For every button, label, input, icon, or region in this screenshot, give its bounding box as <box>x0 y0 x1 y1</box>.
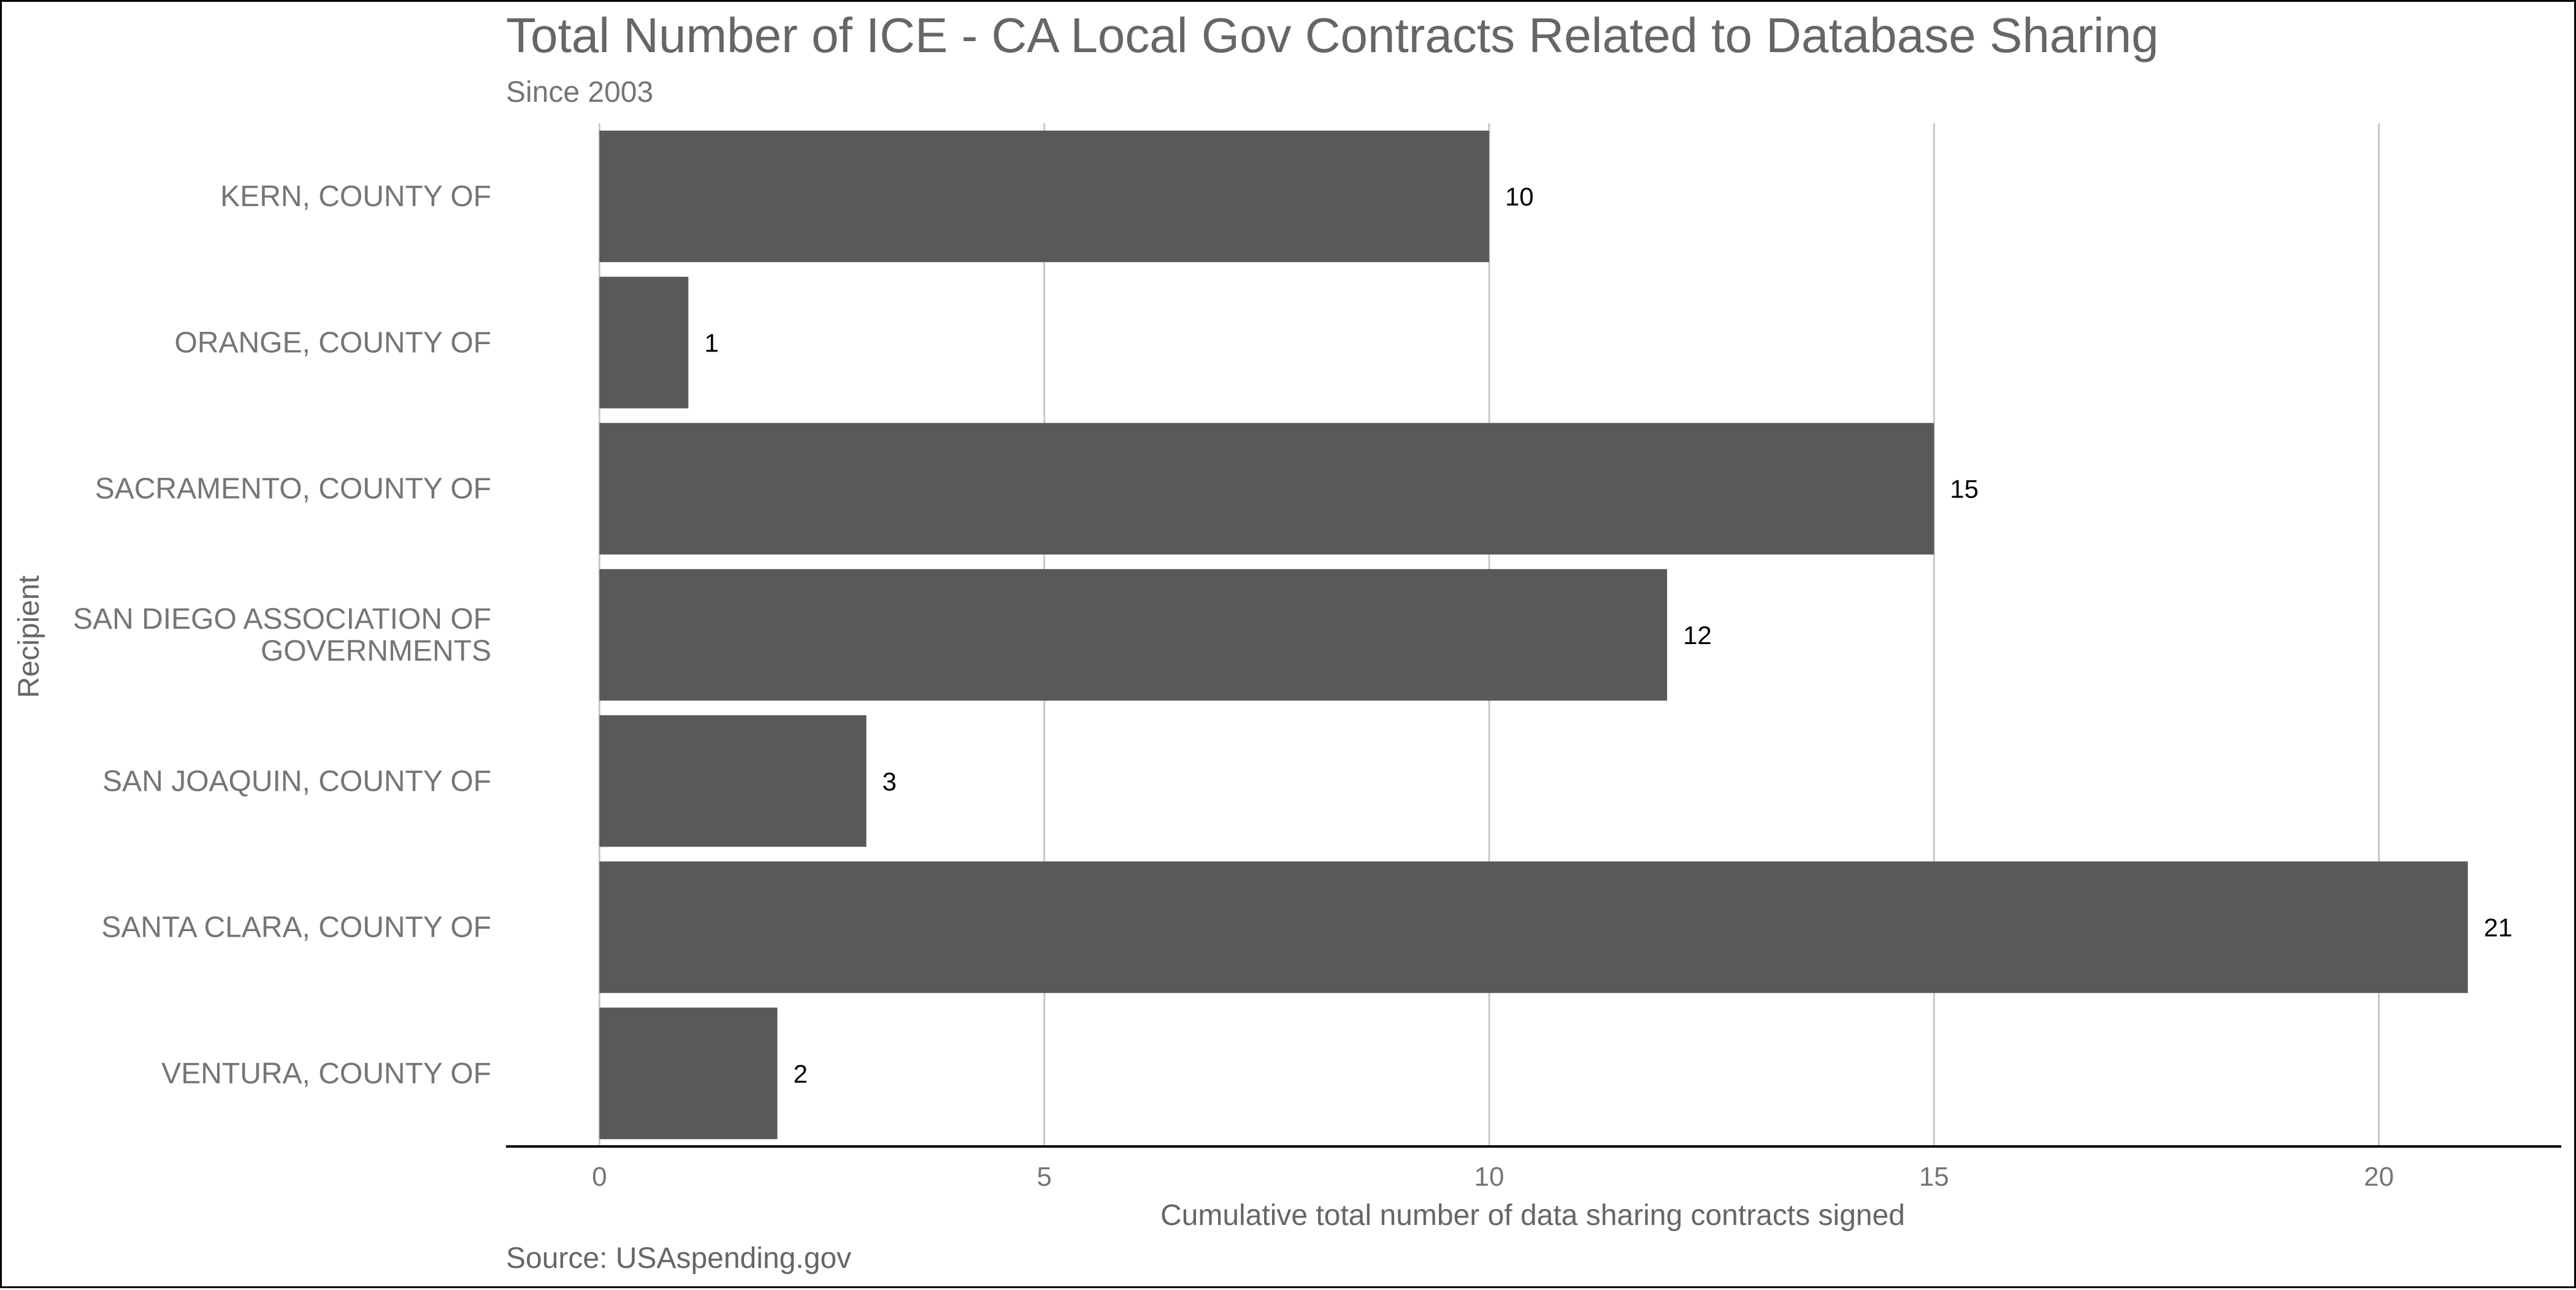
bar-2 <box>599 423 1934 555</box>
source-caption: Source: USAspending.gov <box>506 1242 851 1275</box>
bar-4 <box>599 715 867 847</box>
category-label-0: KERN, COUNTY OF <box>220 180 491 213</box>
chart-subtitle: Since 2003 <box>506 76 653 109</box>
x-tick-labels: 0 5 10 15 20 <box>592 1162 2394 1192</box>
data-label-1: 1 <box>704 328 718 357</box>
x-tick-label-10: 10 <box>1474 1162 1504 1192</box>
category-label-1: ORANGE, COUNTY OF <box>175 326 492 359</box>
bar-1 <box>599 277 689 409</box>
data-label-2: 15 <box>1950 475 1979 504</box>
category-label-4: SAN JOAQUIN, COUNTY OF <box>102 765 491 797</box>
bar-0 <box>599 130 1489 263</box>
category-label-6: VENTURA, COUNTY OF <box>161 1058 491 1090</box>
category-label-3: SAN DIEGO ASSOCIATION OF GOVERNMENTS <box>73 603 491 667</box>
data-label-3: 12 <box>1683 621 1712 650</box>
category-label-line: KERN, COUNTY OF <box>220 180 491 213</box>
category-label-5: SANTA CLARA, COUNTY OF <box>101 912 491 944</box>
category-label-line: SAN JOAQUIN, COUNTY OF <box>102 765 491 797</box>
chart-title: Total Number of ICE - CA Local Gov Contr… <box>506 8 2159 63</box>
data-label-4: 3 <box>883 767 897 796</box>
category-label-line: VENTURA, COUNTY OF <box>161 1058 491 1090</box>
bar-6 <box>599 1007 778 1140</box>
category-label-line: SACRAMENTO, COUNTY OF <box>95 473 491 505</box>
category-label-line: ORANGE, COUNTY OF <box>175 326 492 359</box>
x-tick-label-0: 0 <box>592 1162 607 1192</box>
x-axis-title: Cumulative total number of data sharing … <box>1160 1199 1905 1232</box>
category-label-line: GOVERNMENTS <box>261 635 491 667</box>
category-label-line: SAN DIEGO ASSOCIATION OF <box>73 603 491 635</box>
data-label-0: 10 <box>1505 182 1534 211</box>
category-labels: KERN, COUNTY OF ORANGE, COUNTY OF SACRAMEN… <box>73 180 491 1090</box>
bars <box>599 130 2468 1140</box>
x-tick-label-15: 15 <box>1919 1162 1949 1192</box>
data-labels: 10 1 15 12 3 21 2 <box>704 182 2512 1088</box>
x-tick-label-20: 20 <box>2364 1162 2394 1192</box>
bar-3 <box>599 569 1668 701</box>
x-tick-label-5: 5 <box>1037 1162 1051 1192</box>
category-label-2: SACRAMENTO, COUNTY OF <box>95 473 491 505</box>
category-label-line: SANTA CLARA, COUNTY OF <box>101 912 491 944</box>
y-axis-title: Recipient <box>13 575 45 698</box>
data-label-5: 21 <box>2484 913 2513 942</box>
data-label-6: 2 <box>793 1059 807 1088</box>
bar-5 <box>599 861 2468 993</box>
